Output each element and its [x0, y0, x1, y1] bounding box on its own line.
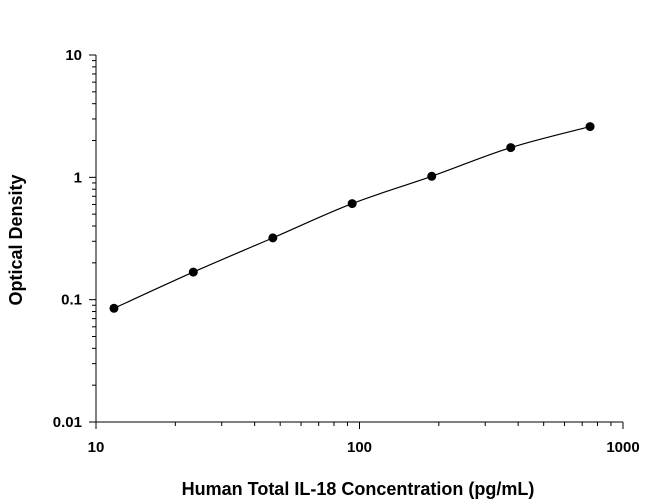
x-axis-title: Human Total IL-18 Concentration (pg/mL) [182, 479, 535, 499]
fit-curve [113, 125, 591, 309]
y-axis-title: Optical Density [6, 174, 26, 305]
y-tick-label: 0.01 [53, 414, 82, 431]
fit-curve-layer [113, 125, 591, 309]
x-tick-label: 10 [88, 439, 105, 456]
data-point [188, 267, 198, 277]
y-tick-label: 1 [74, 169, 82, 186]
axes [89, 54, 624, 429]
x-tick-label: 1000 [606, 439, 639, 456]
data-point [427, 171, 437, 181]
data-point [506, 143, 516, 153]
tick-labels: 10 100 1000 10 1 0.1 0.01 [53, 47, 640, 456]
data-point [347, 199, 357, 209]
y-tick-label: 10 [65, 47, 82, 64]
data-point [268, 233, 278, 243]
y-tick-label: 0.1 [61, 292, 82, 309]
x-tick-label: 100 [347, 439, 372, 456]
data-point [585, 122, 595, 132]
data-points-layer [109, 122, 595, 313]
data-point [109, 303, 119, 313]
